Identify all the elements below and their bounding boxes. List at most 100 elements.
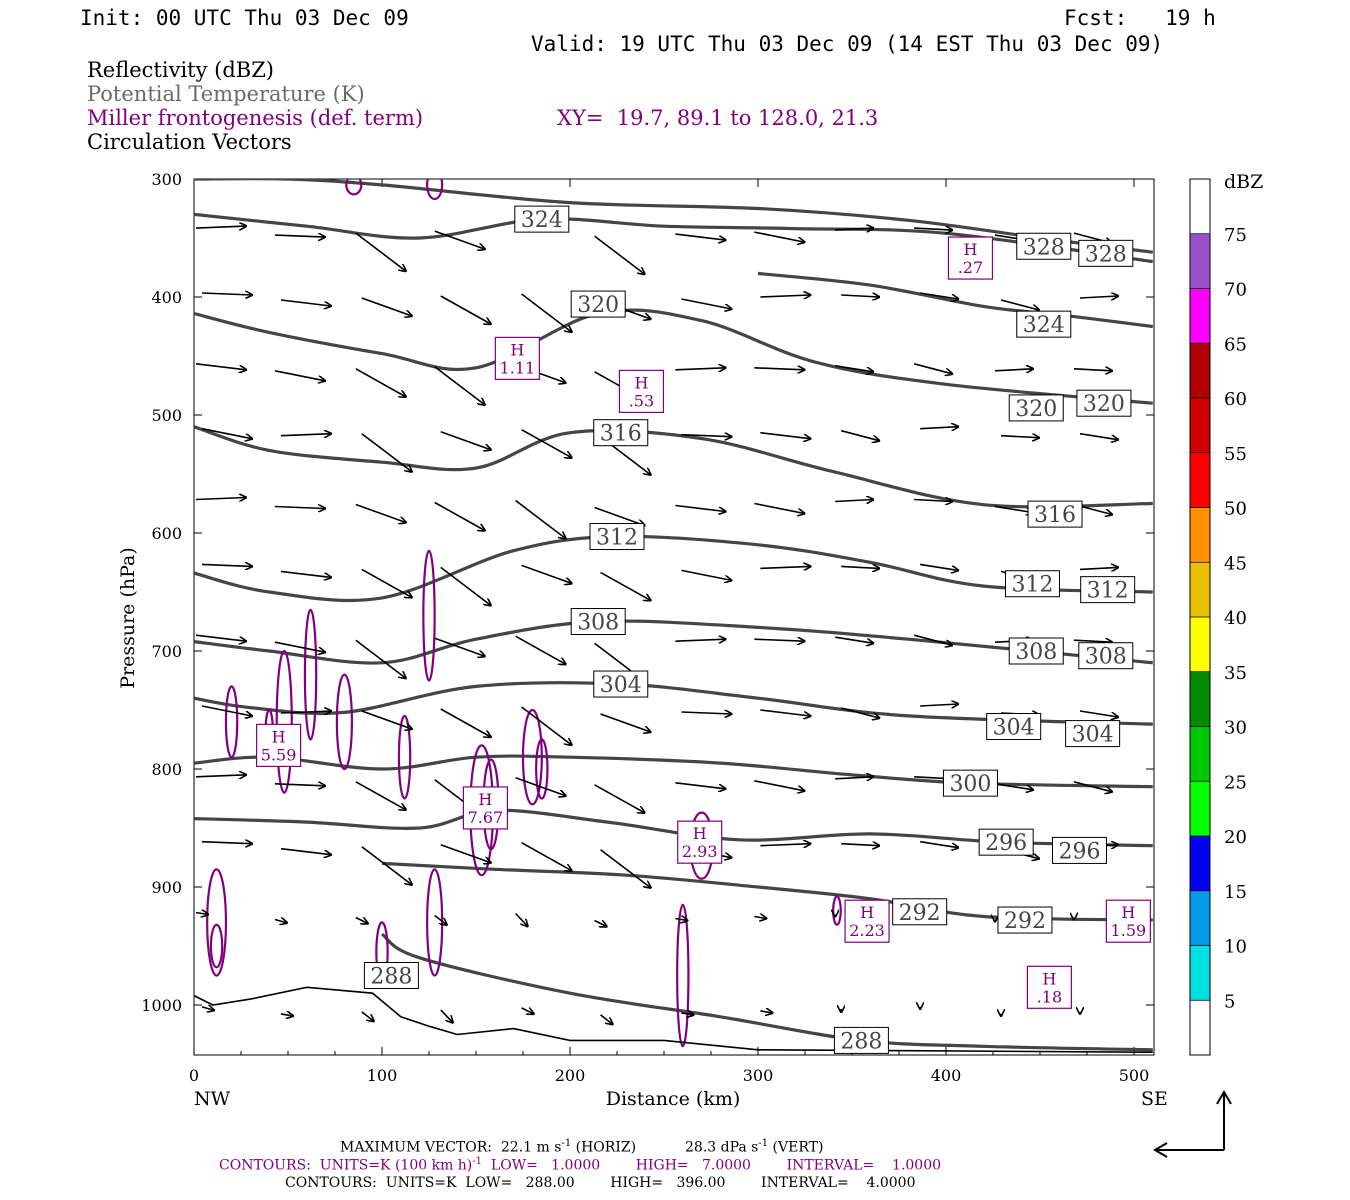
theta-label: 308: [1015, 640, 1057, 665]
circulation-vector: [515, 777, 566, 796]
circulation-vector: [675, 919, 687, 921]
miller-contour-info: CONTOURS: UNITS=K (100 km h)-1 LOW= 1.00…: [219, 1156, 941, 1174]
colorbar-level-label: 15: [1224, 882, 1247, 903]
circulation-vector: [361, 846, 412, 885]
miller-contour: [535, 738, 549, 800]
colorbar-segment: [1190, 836, 1210, 891]
circulation-vector: [280, 1014, 293, 1016]
theta-label: 320: [1083, 392, 1125, 417]
miller-max-value: 2.93: [682, 842, 718, 861]
y-tick-label: 900: [151, 878, 182, 897]
circulation-vector: [600, 713, 651, 732]
miller-max-letter: H: [1042, 969, 1056, 988]
circulation-vector: [440, 843, 491, 863]
circulation-vector: [914, 228, 952, 230]
colorbar-level-label: 5: [1224, 991, 1235, 1012]
miller-max-box: [618, 369, 665, 413]
miller-contour: [521, 708, 543, 806]
circulation-vector: [521, 429, 572, 458]
circulation-vector: [515, 635, 566, 664]
circulation-vector: [201, 427, 252, 439]
theta-label-box: [1051, 836, 1107, 864]
x-axis-left-label: NW: [194, 1088, 231, 1110]
circulation-vector: [274, 784, 325, 786]
legend-miller-frontogenesis: Miller frontogenesis (def. term): [87, 106, 424, 130]
theta-label-box: [1080, 576, 1136, 604]
theta-label: 304: [993, 716, 1035, 741]
theta-label-box: [1065, 720, 1121, 748]
circulation-vector: [361, 433, 412, 472]
circulation-vector: [434, 366, 485, 405]
colorbar-segment: [1190, 617, 1210, 672]
circulation-vector: [994, 783, 1033, 790]
theta-label: 300: [949, 772, 991, 797]
theta-label-box: [589, 523, 645, 551]
circulation-vector: [440, 430, 491, 450]
max-vector-line: MAXIMUM VECTOR: 22.1 m s-1 (HORIZ) 28.3 …: [340, 1138, 823, 1156]
colorbar-segment: [1190, 398, 1210, 453]
circulation-vector: [1079, 567, 1118, 569]
circulation-vector: [1079, 296, 1118, 298]
miller-contour-range: LOW= 1.0000 HIGH= 7.0000 INTERVAL= 1.000…: [482, 1157, 942, 1174]
circulation-vector: [920, 427, 958, 429]
contour-labels: 324 328 328 320 320 320 324 316 316 312 312 312 308 3…: [256, 205, 1151, 1054]
theta-label: 312: [1087, 579, 1129, 604]
theta-label: 292: [899, 901, 941, 926]
circulation-vector: [1073, 640, 1112, 642]
circulation-vector: [600, 849, 651, 888]
miller-max-value: .53: [629, 391, 654, 410]
miller-max-letter: H: [1121, 903, 1135, 922]
circulation-vector: [434, 914, 447, 925]
circulation-vector: [440, 566, 491, 605]
x-tick-label: 100: [367, 1066, 398, 1085]
circulation-vector: [841, 566, 879, 568]
circulation-vector: [920, 840, 958, 848]
circulation-vector: [594, 506, 645, 526]
circulation-vector: [754, 231, 804, 242]
circulation-vector: [754, 917, 766, 919]
circulation-vector: [355, 781, 406, 810]
theta-label-box: [892, 898, 948, 926]
circulation-vector: [754, 639, 804, 641]
miller-contour: [676, 903, 690, 1048]
max-vector-horiz-unit: (HORIZ): [571, 1139, 637, 1156]
circulation-vector: [521, 293, 572, 332]
theta-contour-316: [194, 425, 1153, 509]
circulation-vector: [361, 710, 412, 729]
colorbar-segment: [1190, 288, 1210, 344]
x-tick-label: 0: [189, 1066, 199, 1085]
terrain-line: [193, 986, 1153, 1053]
circulation-vector: [835, 365, 873, 372]
circulation-vector: [521, 1007, 534, 1014]
x-axis-right-label: SE: [1141, 1088, 1168, 1110]
theta-label: 328: [1085, 242, 1127, 267]
circulation-vector: [1079, 710, 1118, 717]
circulation-vector: [440, 295, 491, 324]
forecast-hour: Fcst: 19 h: [1064, 6, 1216, 30]
y-tick-label: 700: [151, 642, 182, 661]
colorbar-segment: [1190, 452, 1210, 508]
x-tick-label: 400: [931, 1066, 962, 1085]
circulation-vector: [754, 502, 804, 514]
cross-section-coordinates: XY= 19.7, 89.1 to 128.0, 21.3: [557, 106, 879, 130]
circulation-vector: [440, 1009, 453, 1023]
theta-label-box: [1078, 239, 1134, 267]
circulation-vector: [841, 295, 879, 297]
theta-label-box: [833, 1026, 889, 1054]
circulation-vector: [434, 230, 485, 249]
dbz-colorbar: 5 10 15 20 25 30 35 40 45 50 55 60 65 70 75: [1189, 178, 1247, 1056]
circulation-vector: [280, 299, 331, 306]
miller-max-box: [462, 786, 508, 830]
circulation-vector: [280, 570, 331, 577]
colorbar-level-label: 65: [1224, 334, 1247, 355]
x-axis-title: Distance (km): [606, 1088, 741, 1110]
colorbar-segment: [1190, 233, 1210, 289]
circulation-vector: [760, 844, 810, 846]
circulation-vector: [195, 634, 246, 641]
reference-vector-icon: [1153, 1090, 1232, 1158]
legend-potential-temperature: Potential Temperature (K): [87, 82, 365, 106]
circulation-vector: [681, 435, 731, 437]
theta-label: 320: [577, 293, 619, 318]
theta-label-box: [1008, 637, 1064, 665]
